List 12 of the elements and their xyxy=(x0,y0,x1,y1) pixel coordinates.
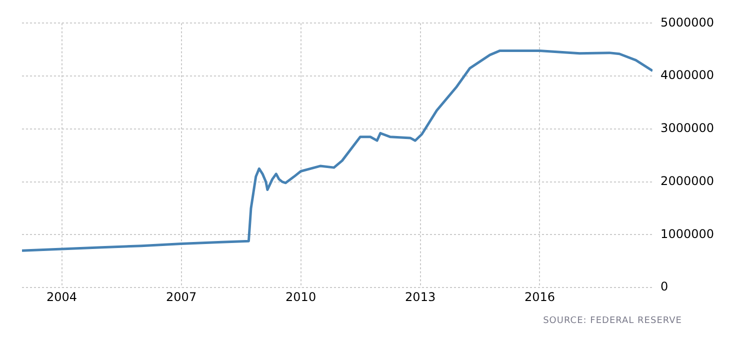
x-tick-label: 2013 xyxy=(405,290,436,304)
x-tick-label: 2004 xyxy=(46,290,78,304)
source-note: SOURCE: FEDERAL RESERVE xyxy=(542,316,683,326)
y-tick-label: 4000000 xyxy=(660,68,714,82)
x-tick-label: 2010 xyxy=(286,290,316,304)
x-tick-label: 2007 xyxy=(166,290,197,304)
y-tick-label: 2000000 xyxy=(660,174,714,188)
y-tick-label: 3000000 xyxy=(660,121,714,136)
y-tick-label: 0 xyxy=(660,280,668,294)
y-tick-label: 5000000 xyxy=(660,15,714,30)
y-tick-label: 1000000 xyxy=(660,226,714,241)
x-tick-label: 2016 xyxy=(524,290,555,304)
